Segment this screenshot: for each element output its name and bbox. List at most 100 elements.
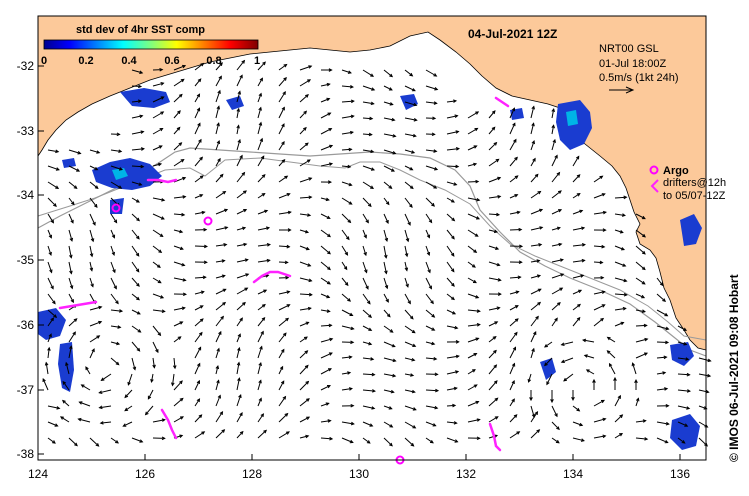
current-vector: [236, 302, 246, 311]
drifter-legend-icon: [650, 179, 659, 193]
current-vector: [257, 174, 266, 183]
current-vector: [488, 110, 496, 119]
current-vector: [278, 349, 285, 359]
current-vector: [383, 117, 395, 121]
current-vector-head: [216, 347, 220, 352]
current-vector-head: [203, 227, 208, 232]
current-vector: [593, 211, 606, 215]
current-vector-head: [641, 250, 646, 255]
current-vector: [68, 277, 73, 289]
current-vector: [446, 100, 457, 103]
current-vector: [607, 350, 616, 359]
current-vector-head: [350, 403, 355, 408]
drifter-legend-line1: drifters@12h: [663, 177, 726, 189]
current-vector: [530, 209, 543, 215]
current-vector-head: [371, 87, 376, 91]
current-vector-head: [404, 253, 409, 258]
current-vector: [551, 318, 558, 327]
current-vector-head: [328, 368, 332, 372]
current-vector: [572, 437, 585, 442]
current-vector-head: [218, 75, 222, 80]
current-vector: [488, 277, 501, 281]
current-vector: [131, 341, 140, 352]
current-vector: [572, 156, 580, 167]
current-vector-head: [512, 346, 516, 351]
current-vector-head: [196, 107, 201, 112]
current-vector: [563, 373, 574, 382]
current-vector: [551, 405, 558, 417]
current-arrows: [42, 59, 712, 447]
current-vector: [488, 245, 499, 250]
current-vector-head: [497, 278, 502, 282]
current-vector-head: [433, 73, 438, 77]
current-vector: [47, 293, 56, 304]
current-vector-head: [410, 373, 415, 377]
current-vector-head: [136, 283, 140, 287]
current-vector-head: [512, 122, 516, 127]
current-vector-head: [115, 361, 120, 366]
current-vector: [530, 348, 535, 359]
current-vector-head: [665, 404, 670, 408]
x-tick-label: 128: [242, 467, 262, 481]
current-vector: [544, 341, 553, 348]
current-vector-head: [619, 433, 624, 437]
current-vector: [278, 123, 285, 135]
current-vector-head: [475, 179, 480, 184]
current-vector: [173, 229, 183, 233]
x-tick-label: 126: [135, 467, 155, 481]
current-vector: [194, 156, 203, 167]
current-vector: [404, 357, 415, 361]
model-info-line3: 0.5m/s (1kt 24h): [599, 72, 678, 84]
current-vector-head: [560, 342, 565, 346]
current-vector-head: [644, 437, 649, 441]
current-vector: [656, 309, 668, 317]
current-vector-head: [371, 406, 376, 410]
current-vector-head: [115, 440, 120, 444]
current-vector-head: [177, 110, 181, 115]
current-vector-head: [641, 281, 646, 285]
current-vector: [404, 421, 416, 429]
current-vector-head: [619, 230, 624, 234]
current-vector-head: [216, 105, 220, 110]
current-vector: [173, 357, 176, 369]
current-vector-head: [52, 440, 56, 444]
current-vector: [68, 318, 78, 327]
current-vector-head: [493, 349, 497, 354]
plot-frame: [37, 15, 707, 461]
current-vector-head: [494, 397, 499, 402]
current-vector: [47, 437, 56, 444]
current-vector-head: [410, 442, 415, 447]
current-vector: [425, 437, 434, 444]
current-vector: [530, 411, 538, 423]
current-vector: [383, 357, 396, 362]
current-vector-head: [56, 406, 61, 410]
current-vector-head: [704, 442, 709, 447]
current-vector: [299, 277, 312, 282]
current-vector: [404, 341, 416, 347]
current-vector-head: [662, 371, 667, 375]
current-vector-head: [476, 323, 481, 327]
current-vector: [488, 261, 500, 266]
current-vector-head: [494, 321, 499, 325]
current-vector: [572, 210, 583, 215]
current-vector: [173, 159, 184, 167]
current-vector-head: [350, 340, 355, 345]
current-vector-head: [238, 393, 242, 399]
current-vector-head: [536, 429, 541, 433]
current-vector: [99, 405, 112, 409]
current-vector: [173, 398, 184, 407]
current-vector: [236, 155, 243, 167]
current-vector: [593, 245, 605, 248]
current-vector: [404, 277, 409, 287]
current-vector-head: [580, 438, 585, 442]
current-vector-head: [409, 315, 414, 320]
current-vector-head: [581, 226, 586, 230]
current-vector-head: [407, 300, 411, 305]
current-vector-head: [236, 107, 240, 112]
current-vector: [383, 69, 393, 77]
current-vector: [362, 405, 375, 409]
current-vector: [656, 293, 666, 302]
current-vector-head: [180, 159, 185, 163]
current-vector: [383, 245, 387, 258]
x-tick-label: 124: [28, 467, 48, 481]
